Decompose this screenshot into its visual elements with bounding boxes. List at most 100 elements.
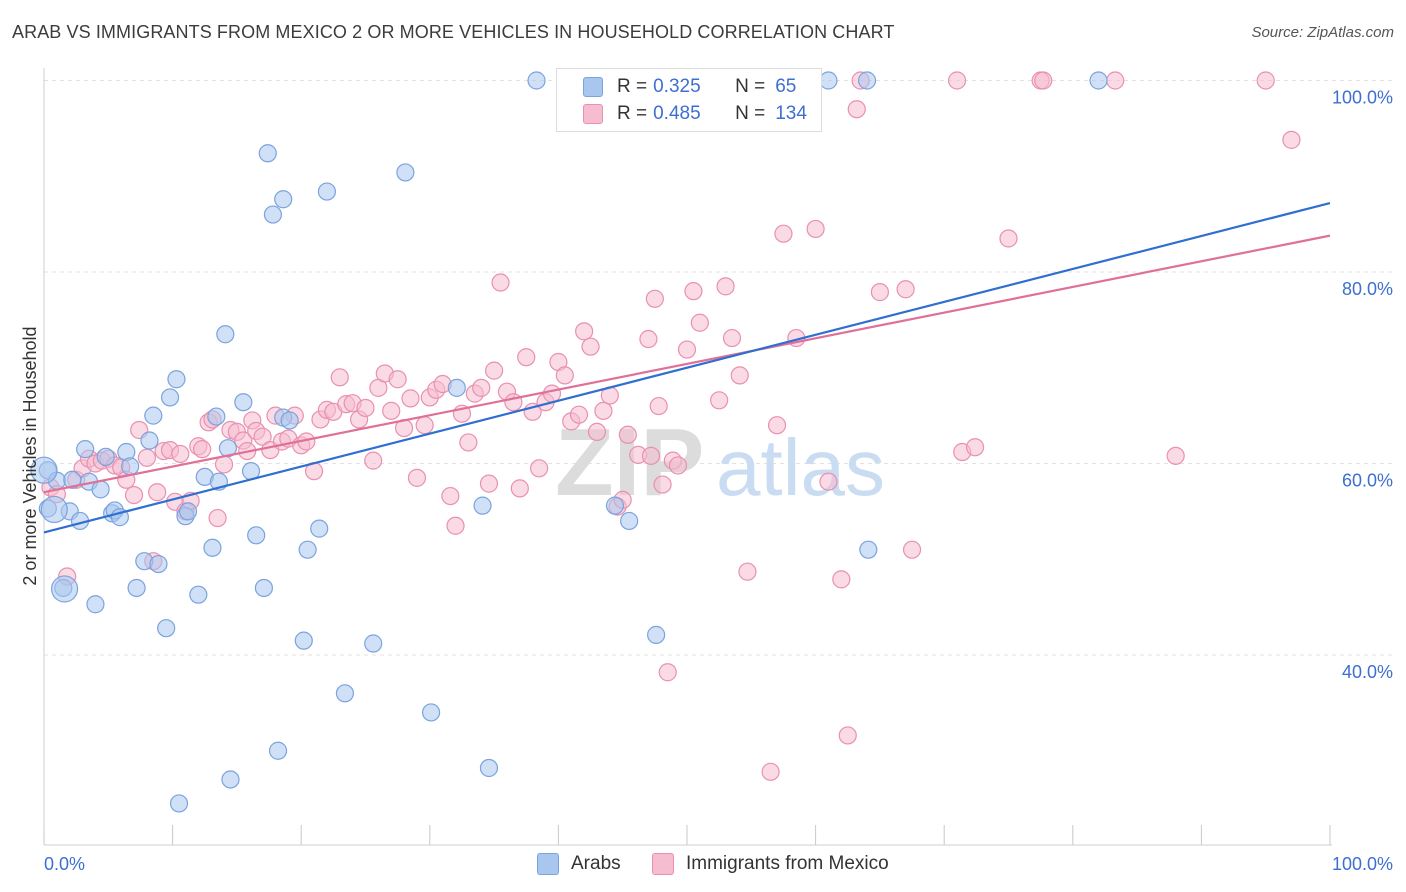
mexico-point (382, 401, 401, 420)
mexico-point (658, 663, 677, 682)
x-tick-label: 0.0% (44, 854, 85, 874)
chart-title: ARAB VS IMMIGRANTS FROM MEXICO 2 OR MORE… (12, 22, 895, 42)
mexico-point (208, 508, 227, 528)
mexico-point (618, 425, 637, 444)
x-tick-labels: 0.0% 100.0% (44, 854, 1393, 874)
mexico-point (847, 100, 866, 119)
mexico-point (517, 348, 536, 367)
mexico-point (774, 224, 793, 243)
mexico-point (510, 479, 529, 498)
y-tick-label: 40.0% (1342, 662, 1393, 682)
mexico-point (965, 438, 985, 457)
y-tick-labels: 40.0% 60.0% 80.0% 100.0% (1332, 88, 1393, 683)
arabs-point (91, 480, 110, 499)
legend-swatch-arabs (583, 77, 603, 97)
x-tick-label: 100.0% (1332, 854, 1393, 874)
mexico-point (738, 562, 757, 581)
mexico-point (710, 391, 729, 410)
arabs-point (203, 538, 222, 557)
mexico-point (870, 283, 890, 302)
arabs-point (221, 770, 240, 789)
legend-r-value: 0.485 (653, 103, 701, 124)
mexico-point (1034, 71, 1053, 90)
mexico-point (684, 282, 703, 301)
mexico-point (472, 378, 491, 397)
legend-row-arabs: R = 0.325 N = 65 (557, 74, 796, 100)
arabs-point-large (30, 456, 58, 484)
mexico-point (171, 444, 190, 464)
arabs-point (280, 411, 299, 430)
mexico-point (485, 361, 504, 380)
arabs-point (274, 190, 293, 209)
mexico-point (947, 71, 967, 90)
y-tick-label: 100.0% (1332, 88, 1393, 108)
mexico-point (896, 280, 915, 299)
trend-line-mexico (43, 234, 1331, 494)
mexico-point (1256, 71, 1275, 90)
arabs-point (258, 144, 277, 163)
legend: R = 0.325 N = 65 R = 0.485 N = 134 (556, 68, 822, 132)
y-tick-label: 60.0% (1342, 471, 1393, 491)
mexico-point (806, 219, 825, 239)
arabs-point (216, 325, 235, 344)
arabs-point (254, 578, 274, 598)
mexico-point (193, 440, 212, 459)
arabs-point (527, 71, 546, 90)
mexico-point (555, 366, 574, 385)
mexico-point (902, 540, 922, 559)
y-tick-label: 80.0% (1342, 279, 1393, 299)
mexico-point (761, 762, 780, 781)
mexico-point (1166, 446, 1185, 465)
mexico-point (575, 322, 594, 341)
mexico-point (542, 384, 562, 403)
arabs-point-large (40, 495, 68, 524)
arabs-point (127, 578, 146, 598)
mexico-point (356, 398, 375, 418)
mexico-point (838, 726, 857, 745)
mexico-point (148, 483, 167, 502)
arabs-point-large (50, 575, 79, 603)
arabs-point (364, 634, 383, 653)
trend-line-arabs (43, 201, 1331, 534)
mexico-point (649, 396, 668, 416)
arabs-point (169, 794, 189, 813)
mexico-point (491, 273, 510, 292)
arabs-point (263, 205, 283, 224)
mexico-point (569, 405, 589, 424)
bottom-legend-mexico: Immigrants from Mexico (652, 853, 889, 875)
arabs-point (247, 526, 266, 545)
legend-r-label: R = (617, 76, 648, 97)
legend-n-label: N = (735, 103, 766, 124)
mexico-point (459, 433, 478, 452)
mexico-point (1106, 71, 1125, 90)
axes (43, 68, 1332, 846)
mexico-point (639, 329, 658, 349)
trend-lines (43, 201, 1331, 534)
mexico-point (641, 446, 661, 465)
mexico-point (716, 277, 735, 296)
mexico-point (1282, 130, 1301, 149)
mexico-point (388, 370, 407, 389)
arabs-point (317, 182, 337, 201)
arabs-point (1089, 71, 1108, 90)
arabs-point (167, 370, 186, 389)
mexico-point (479, 474, 499, 493)
mexico-point (407, 468, 427, 487)
grid (44, 80, 1392, 656)
arabs-point (447, 378, 466, 397)
mexico-point (690, 313, 709, 332)
arabs-point (218, 439, 237, 458)
arabs-point (294, 631, 313, 650)
arabs-point (647, 625, 666, 644)
arabs-point (140, 431, 159, 450)
bottom-legend-label-mexico: Immigrants from Mexico (686, 853, 889, 874)
mexico-point (730, 366, 749, 385)
arabs-point (819, 71, 838, 90)
legend-n-value: 134 (775, 103, 807, 124)
bottom-legend-swatch-mexico (652, 853, 674, 875)
arabs-point (479, 758, 499, 778)
y-axis-label: 2 or more Vehicles in Household (20, 326, 40, 585)
legend-swatch-mexico (583, 104, 603, 124)
mexico-point (819, 472, 838, 491)
